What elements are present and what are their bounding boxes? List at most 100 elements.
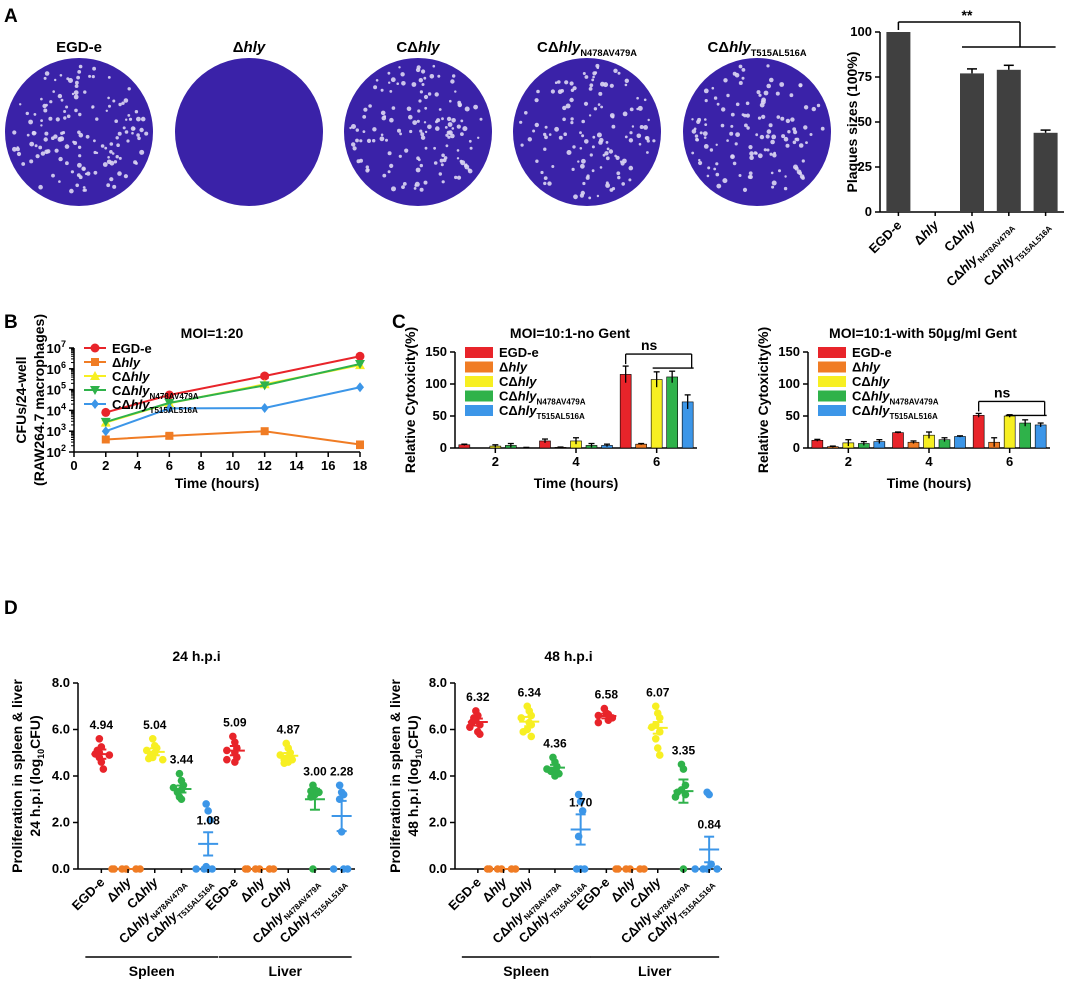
plaque-spot — [524, 111, 528, 115]
plaque-spot — [70, 170, 74, 174]
bar — [1019, 422, 1031, 449]
plaque-spot — [387, 170, 391, 174]
plaque-spot — [790, 117, 795, 122]
plaque-spot — [691, 118, 694, 121]
plaque-spot — [460, 160, 466, 166]
plaque-spot — [602, 153, 606, 157]
plaque-spot — [420, 135, 426, 140]
legend-marker — [90, 386, 100, 395]
y-tick-label: 75 — [858, 69, 872, 84]
plaque-spot — [441, 117, 444, 121]
x-tick-label: 14 — [289, 458, 304, 473]
x-tick-label: 6 — [166, 458, 173, 473]
y-tick-label: 107 — [47, 339, 66, 356]
plaque-spot — [443, 156, 448, 160]
plaque-spot — [615, 155, 620, 160]
plaque-spot — [581, 119, 585, 124]
mean-label: 2.28 — [330, 764, 354, 778]
plaque-spot — [454, 90, 457, 93]
plaque-spot — [577, 160, 580, 163]
plaque-spot — [71, 92, 75, 96]
x-tick-label: 0 — [70, 458, 77, 473]
plaque-spot — [726, 93, 730, 98]
chart-title: 48 h.p.i — [544, 648, 592, 664]
plaque-spot — [40, 124, 43, 127]
bar — [650, 379, 663, 449]
plaque-spot — [588, 87, 593, 91]
plaque-spot — [456, 124, 461, 129]
plaque-spot — [424, 106, 428, 110]
plaque-spot — [772, 153, 777, 158]
plaque-spot — [44, 131, 49, 136]
plaque-spot — [391, 106, 396, 110]
plaque-spot — [579, 147, 583, 150]
plaque-spot — [109, 142, 114, 146]
legend-label: CΔhly — [499, 374, 537, 389]
y-tick-label: 25 — [858, 159, 872, 174]
bar — [666, 376, 678, 449]
plaque-spot — [605, 141, 609, 144]
plaque-spot — [380, 110, 386, 116]
plaque-spot — [108, 104, 111, 108]
mean-label: 6.07 — [646, 685, 670, 699]
plaque-spot — [588, 196, 592, 200]
plaque-spot — [570, 88, 575, 93]
plaque-spot — [29, 141, 35, 147]
plaque-spot — [784, 175, 787, 178]
plaque-spot — [594, 71, 598, 75]
plaque-spot — [599, 137, 604, 143]
panel-label-c: C — [392, 312, 406, 333]
data-point — [511, 865, 520, 873]
legend-swatch — [465, 405, 493, 416]
significance-label: ** — [962, 7, 973, 23]
plaque-spot — [440, 163, 444, 167]
plaque-spot — [64, 144, 70, 149]
plaque-spot — [775, 91, 780, 96]
plaque-spot — [449, 99, 452, 103]
plaque-spot — [104, 146, 108, 150]
plaque-label: EGD-e — [56, 39, 102, 56]
data-point — [229, 732, 237, 741]
plaque-spot — [12, 130, 17, 135]
data-point — [269, 865, 278, 873]
plaque-spot — [703, 144, 709, 149]
mean-label: 1.70 — [569, 795, 593, 809]
plaque-spot — [572, 145, 576, 149]
data-point — [164, 390, 174, 400]
plaque-spot — [434, 92, 439, 97]
plaque-spot — [596, 66, 600, 69]
data-point — [260, 403, 269, 414]
plaque-spot — [54, 148, 59, 153]
plaque-spot — [375, 79, 379, 82]
plaque-spot — [645, 136, 650, 141]
plaque-spot — [139, 127, 144, 133]
plaque-spot — [78, 64, 83, 69]
y-tick-label: 8.0 — [429, 675, 447, 690]
plaque-spot — [38, 184, 43, 190]
plaque-spot — [805, 141, 808, 145]
y-tick-label: 106 — [47, 360, 66, 377]
plaque-spot — [787, 130, 791, 134]
plaque-spot — [468, 139, 472, 143]
legend-label: EGD-e — [112, 341, 152, 356]
plaque-spot — [107, 156, 110, 159]
plaque-spot — [124, 130, 129, 134]
mean-label: 3.44 — [170, 753, 194, 767]
plaque-spot — [769, 152, 773, 156]
plaque-spot — [745, 113, 751, 118]
plaque-spot — [729, 131, 734, 136]
plaque-spot — [77, 145, 82, 149]
plaque-spot — [116, 143, 120, 147]
plaque-spot — [59, 74, 63, 77]
plaque-spot — [766, 148, 770, 152]
x-tick-label: 8 — [197, 458, 204, 473]
plaque-spot — [735, 102, 740, 107]
plaque-spot — [111, 152, 115, 155]
plaque-spot — [74, 108, 78, 113]
legend-label: Δhly — [852, 360, 881, 375]
y-axis-title: Relative Cytoxicity(%) — [402, 327, 418, 473]
plaque-spot — [571, 167, 575, 171]
plaque-spot — [616, 171, 621, 176]
plaque-spot — [608, 149, 614, 154]
plaque-spot — [613, 68, 618, 74]
